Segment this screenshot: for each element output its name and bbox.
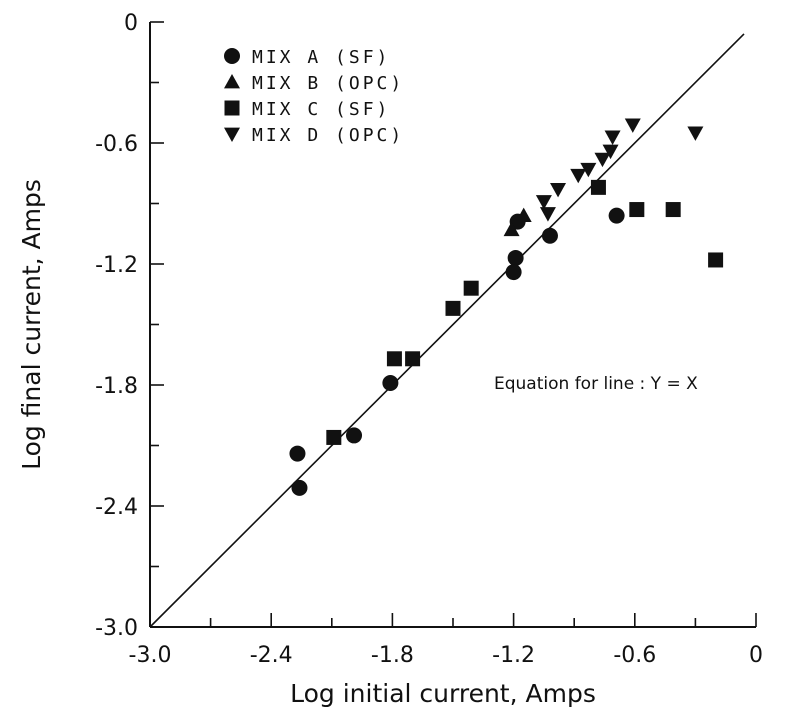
y-tick-label: 0 bbox=[124, 11, 138, 36]
x-tick-label: 0 bbox=[749, 643, 763, 668]
data-point-circle bbox=[382, 374, 399, 391]
data-point-triangle-down bbox=[539, 207, 556, 222]
data-point-square bbox=[463, 280, 479, 296]
y-tick-label: -2.4 bbox=[95, 495, 138, 520]
data-point-circle bbox=[505, 264, 522, 281]
data-points bbox=[289, 118, 724, 496]
legend-label: MIX C (SF) bbox=[252, 99, 390, 120]
reference-line-group bbox=[149, 33, 745, 628]
data-point-circle bbox=[507, 249, 524, 266]
data-point-triangle-down bbox=[570, 168, 587, 184]
x-tick-label: -0.6 bbox=[613, 643, 656, 668]
data-point-square bbox=[708, 252, 724, 268]
y-tick-label: -0.6 bbox=[95, 132, 138, 157]
data-point-circle bbox=[289, 445, 306, 462]
data-point-circle bbox=[541, 227, 558, 244]
y-tick-label: -3.0 bbox=[95, 616, 138, 641]
data-point-square bbox=[590, 179, 606, 195]
x-tick-label: -3.0 bbox=[129, 643, 172, 668]
data-point-circle bbox=[291, 479, 308, 496]
data-point-square bbox=[326, 429, 342, 445]
x-tick-label: -1.8 bbox=[371, 643, 414, 668]
x-axis-title: Log initial current, Amps bbox=[290, 679, 596, 708]
reference-line bbox=[149, 33, 745, 628]
legend-label: MIX B (OPC) bbox=[252, 73, 404, 94]
line-equation-annotation: Equation for line : Y = X bbox=[494, 374, 698, 394]
data-point-square bbox=[405, 351, 421, 367]
data-point-triangle-up bbox=[515, 207, 532, 222]
data-point-square bbox=[445, 300, 461, 316]
data-point-square bbox=[629, 202, 645, 218]
data-point-triangle-down bbox=[550, 182, 567, 198]
legend-marker-circle bbox=[224, 48, 240, 64]
x-tick-label: -2.4 bbox=[250, 643, 293, 668]
legend-marker-square bbox=[224, 100, 240, 116]
data-point-triangle-down bbox=[594, 152, 611, 168]
y-tick-label: -1.8 bbox=[95, 374, 138, 399]
legend-label: MIX A (SF) bbox=[252, 47, 390, 68]
data-point-triangle-down bbox=[535, 195, 552, 210]
y-tick-label: -1.2 bbox=[95, 253, 138, 278]
data-point-square bbox=[665, 202, 681, 218]
y-axis-title: Log final current, Amps bbox=[17, 179, 46, 470]
data-point-circle bbox=[608, 207, 625, 224]
data-point-circle bbox=[346, 427, 363, 444]
data-point-triangle-down bbox=[624, 118, 641, 133]
x-tick-label: -1.2 bbox=[492, 643, 535, 668]
ticks: -3.0 -2.4 -1.8 -1.2 -0.6 0 -3.0 -2.4 -1.8 -1.2 -0.… bbox=[95, 11, 763, 668]
legend: MIX A (SF) MIX B (OPC) MIX C (SF) MIX D (OP… bbox=[224, 47, 404, 146]
data-point-triangle-up bbox=[503, 221, 520, 237]
data-point-triangle-down bbox=[604, 130, 621, 145]
data-point-triangle-down bbox=[580, 162, 597, 178]
legend-marker-triangle-up bbox=[224, 74, 240, 89]
legend-label: MIX D (OPC) bbox=[252, 125, 404, 146]
data-point-triangle-down bbox=[602, 144, 619, 160]
data-point-triangle-down bbox=[687, 126, 704, 141]
legend-marker-triangle-down bbox=[224, 127, 240, 142]
data-point-square bbox=[386, 351, 402, 367]
